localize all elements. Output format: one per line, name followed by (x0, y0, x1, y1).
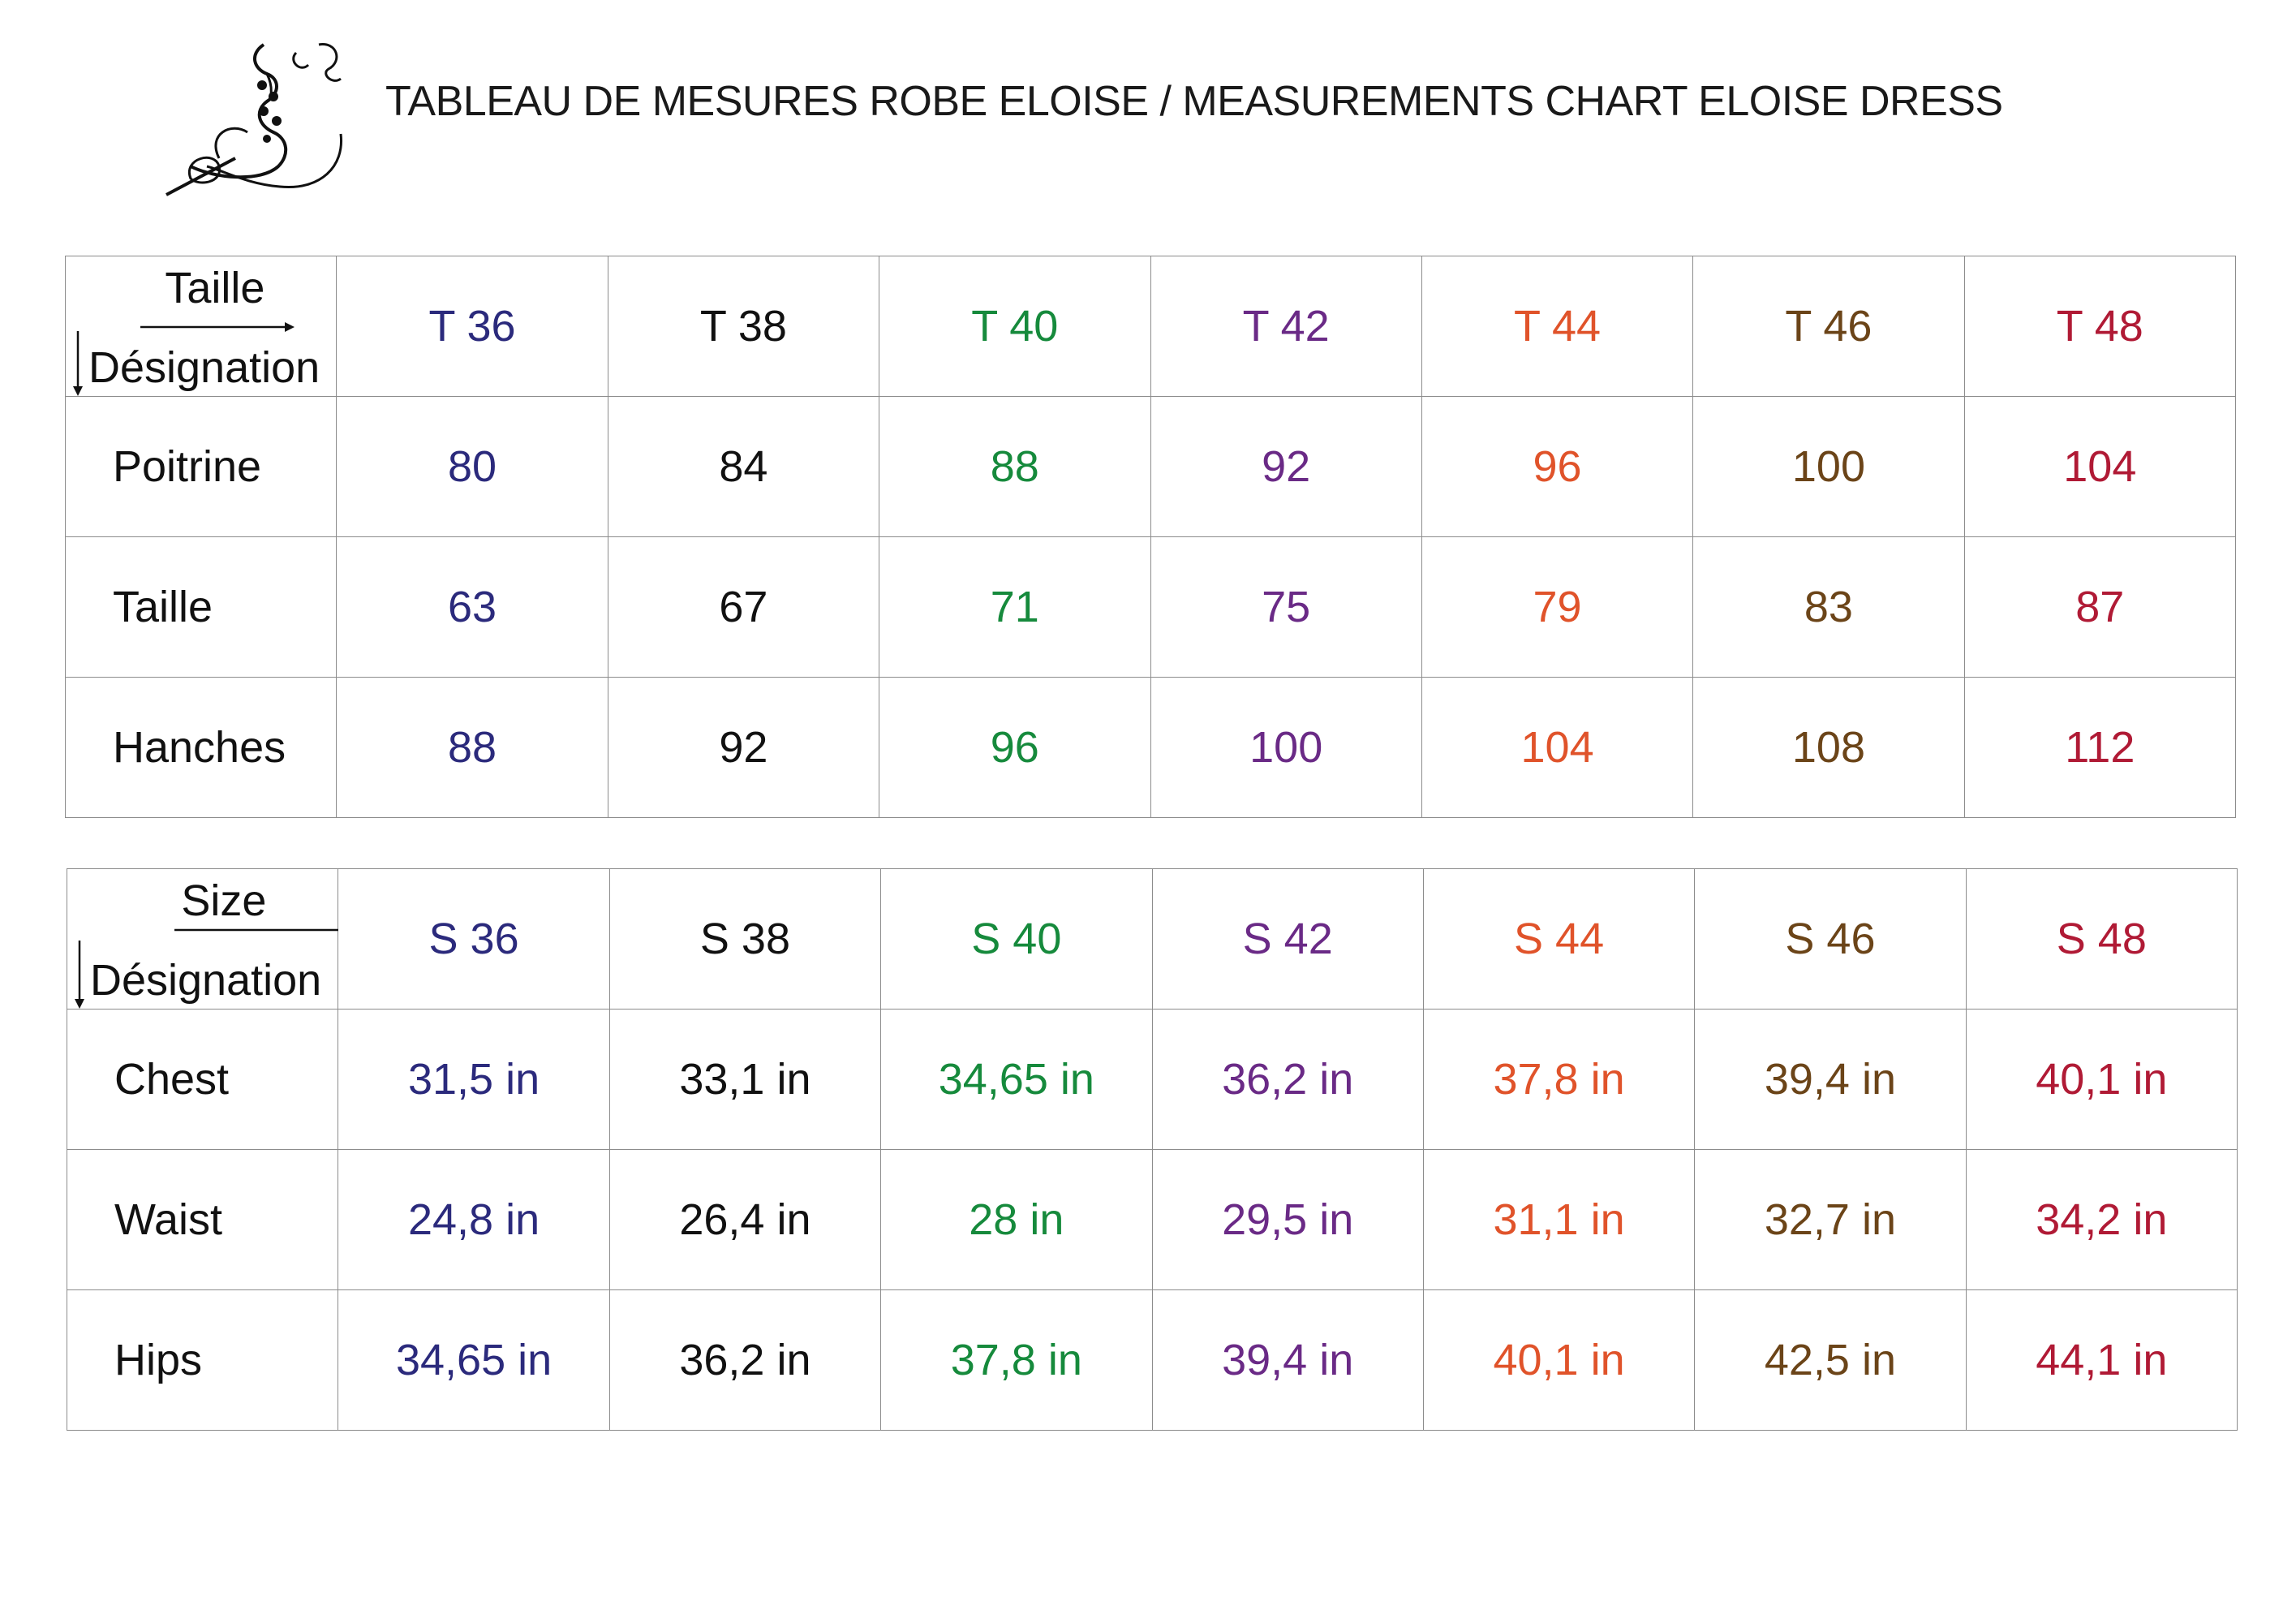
value-cell: 96 (879, 677, 1151, 818)
size-header: T 46 (1692, 256, 1965, 397)
value-cell: 39,4 in (1694, 1009, 1967, 1150)
page-title: TABLEAU DE MESURES ROBE ELOISE / MEASURE… (385, 78, 2003, 125)
seahorse-needle-logo-icon (166, 43, 343, 196)
header-row: Size Désignation S 36 S 38 S 40 S 42 S 4… (66, 868, 2238, 1010)
size-header: T 42 (1150, 256, 1422, 397)
row-label: Hips (66, 1289, 339, 1431)
value-cell: 92 (607, 677, 880, 818)
table-row: Chest 31,5 in 33,1 in 34,65 in 36,2 in 3… (66, 1009, 2238, 1150)
value-cell: 33,1 in (608, 1009, 882, 1150)
value-cell: 36,2 in (608, 1289, 882, 1431)
value-cell: 112 (1963, 677, 2237, 818)
row-label: Waist (66, 1149, 339, 1290)
row-label: Hanches (64, 677, 338, 818)
value-cell: 31,5 in (338, 1009, 610, 1150)
value-cell: 67 (607, 536, 880, 678)
value-cell: 104 (1963, 396, 2237, 537)
value-cell: 80 (336, 396, 608, 537)
value-cell: 108 (1692, 677, 1965, 818)
value-cell: 63 (336, 536, 608, 678)
size-header: S 48 (1965, 868, 2238, 1010)
value-cell: 100 (1692, 396, 1965, 537)
value-cell: 34,65 in (880, 1009, 1153, 1150)
value-cell: 40,1 in (1965, 1009, 2238, 1150)
arrows-icon (75, 928, 338, 1009)
value-cell: 24,8 in (338, 1149, 610, 1290)
size-header: S 40 (880, 868, 1153, 1010)
value-cell: 92 (1150, 396, 1422, 537)
value-cell: 79 (1421, 536, 1694, 678)
measurements-table-en: Size Désignation S 36 S 38 S 40 S 42 S 4… (66, 868, 2238, 1431)
corner-label-size: Taille (165, 264, 265, 312)
table-row: Taille 63 67 71 75 79 83 87 (64, 536, 2237, 678)
value-cell: 37,8 in (1422, 1009, 1696, 1150)
table-row: Poitrine 80 84 88 92 96 100 104 (64, 396, 2237, 537)
value-cell: 96 (1421, 396, 1694, 537)
size-header: S 36 (338, 868, 610, 1010)
table-row: Hanches 88 92 96 100 104 108 112 (64, 677, 2237, 818)
table-row: Waist 24,8 in 26,4 in 28 in 29,5 in 31,1… (66, 1149, 2238, 1290)
corner-label-size: Size (181, 876, 267, 925)
size-header: T 40 (879, 256, 1151, 397)
size-header: T 44 (1421, 256, 1694, 397)
value-cell: 44,1 in (1965, 1289, 2238, 1431)
row-label: Chest (66, 1009, 339, 1150)
corner-label-designation: Désignation (90, 956, 322, 1005)
row-label: Poitrine (64, 396, 338, 537)
size-header: S 44 (1422, 868, 1696, 1010)
size-header: S 38 (608, 868, 882, 1010)
value-cell: 39,4 in (1151, 1289, 1424, 1431)
corner-header-cell: Taille Désignation (64, 256, 338, 397)
value-cell: 26,4 in (608, 1149, 882, 1290)
size-header: S 42 (1151, 868, 1424, 1010)
value-cell: 88 (879, 396, 1151, 537)
arrows-icon (73, 322, 295, 396)
value-cell: 37,8 in (880, 1289, 1153, 1431)
value-cell: 31,1 in (1422, 1149, 1696, 1290)
value-cell: 34,65 in (338, 1289, 610, 1431)
value-cell: 34,2 in (1965, 1149, 2238, 1290)
table-row: Hips 34,65 in 36,2 in 37,8 in 39,4 in 40… (66, 1289, 2238, 1431)
value-cell: 87 (1963, 536, 2237, 678)
size-header: T 48 (1963, 256, 2237, 397)
value-cell: 29,5 in (1151, 1149, 1424, 1290)
value-cell: 32,7 in (1694, 1149, 1967, 1290)
header-row: Taille Désignation T 36 T 38 T 40 T 42 T… (64, 256, 2237, 397)
measurements-table-fr: Taille Désignation T 36 T 38 T 40 T 42 T… (64, 256, 2237, 818)
value-cell: 84 (607, 396, 880, 537)
corner-header-cell: Size Désignation (66, 868, 339, 1010)
corner-label-designation: Désignation (88, 343, 320, 392)
value-cell: 83 (1692, 536, 1965, 678)
row-label: Taille (64, 536, 338, 678)
value-cell: 28 in (880, 1149, 1153, 1290)
value-cell: 104 (1421, 677, 1694, 818)
value-cell: 40,1 in (1422, 1289, 1696, 1431)
size-header: T 38 (607, 256, 880, 397)
size-header: T 36 (336, 256, 608, 397)
value-cell: 42,5 in (1694, 1289, 1967, 1431)
value-cell: 36,2 in (1151, 1009, 1424, 1150)
size-header: S 46 (1694, 868, 1967, 1010)
value-cell: 100 (1150, 677, 1422, 818)
value-cell: 88 (336, 677, 608, 818)
value-cell: 75 (1150, 536, 1422, 678)
value-cell: 71 (879, 536, 1151, 678)
